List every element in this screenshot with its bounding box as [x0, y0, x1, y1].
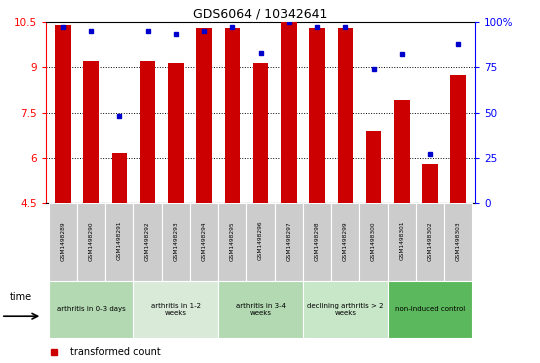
Text: arthritis in 3-4
weeks: arthritis in 3-4 weeks [235, 303, 286, 316]
Text: arthritis in 0-3 days: arthritis in 0-3 days [57, 306, 125, 313]
Text: GSM1498290: GSM1498290 [89, 221, 93, 261]
Text: GSM1498303: GSM1498303 [456, 221, 461, 261]
Bar [218, 281, 303, 338]
Text: arthritis in 1-2
weeks: arthritis in 1-2 weeks [151, 303, 201, 316]
Bar [225, 28, 240, 203]
Bar [303, 203, 331, 281]
Bar [133, 281, 218, 338]
Bar [190, 203, 218, 281]
Text: GSM1498300: GSM1498300 [371, 221, 376, 261]
Bar [338, 28, 353, 203]
Bar [416, 203, 444, 281]
Bar [49, 203, 77, 281]
Text: GSM1498297: GSM1498297 [286, 221, 291, 261]
Bar [366, 131, 381, 203]
Text: transformed count: transformed count [70, 347, 160, 357]
Bar [77, 203, 105, 281]
Bar [49, 281, 133, 338]
Bar [450, 75, 466, 203]
Text: GSM1498295: GSM1498295 [230, 221, 235, 261]
Bar [331, 203, 360, 281]
Text: GSM1498294: GSM1498294 [201, 221, 207, 261]
Bar [140, 61, 156, 203]
Bar [281, 22, 296, 203]
Bar [133, 203, 161, 281]
Text: GSM1498296: GSM1498296 [258, 221, 263, 261]
Title: GDS6064 / 10342641: GDS6064 / 10342641 [193, 8, 328, 21]
Text: GSM1498298: GSM1498298 [314, 221, 320, 261]
Bar [394, 101, 409, 203]
Text: GSM1498293: GSM1498293 [173, 221, 178, 261]
Bar [388, 281, 472, 338]
Bar [55, 25, 71, 203]
Bar [253, 63, 268, 203]
Text: GSM1498299: GSM1498299 [343, 221, 348, 261]
Bar [105, 203, 133, 281]
Text: time: time [10, 292, 32, 302]
Text: GSM1498302: GSM1498302 [428, 221, 433, 261]
Text: non-induced control: non-induced control [395, 306, 465, 313]
Bar [444, 203, 472, 281]
Bar [197, 28, 212, 203]
Bar [309, 28, 325, 203]
Bar [303, 281, 388, 338]
Bar [168, 63, 184, 203]
Bar [388, 203, 416, 281]
Bar [422, 164, 438, 203]
Bar [360, 203, 388, 281]
Text: GSM1498292: GSM1498292 [145, 221, 150, 261]
Bar [112, 153, 127, 203]
Text: GSM1498291: GSM1498291 [117, 221, 122, 261]
Bar [275, 203, 303, 281]
Text: GSM1498289: GSM1498289 [60, 221, 65, 261]
Bar [246, 203, 275, 281]
Bar [83, 61, 99, 203]
Text: declining arthritis > 2
weeks: declining arthritis > 2 weeks [307, 303, 383, 316]
Bar [218, 203, 246, 281]
Bar [161, 203, 190, 281]
Text: GSM1498301: GSM1498301 [399, 221, 404, 261]
